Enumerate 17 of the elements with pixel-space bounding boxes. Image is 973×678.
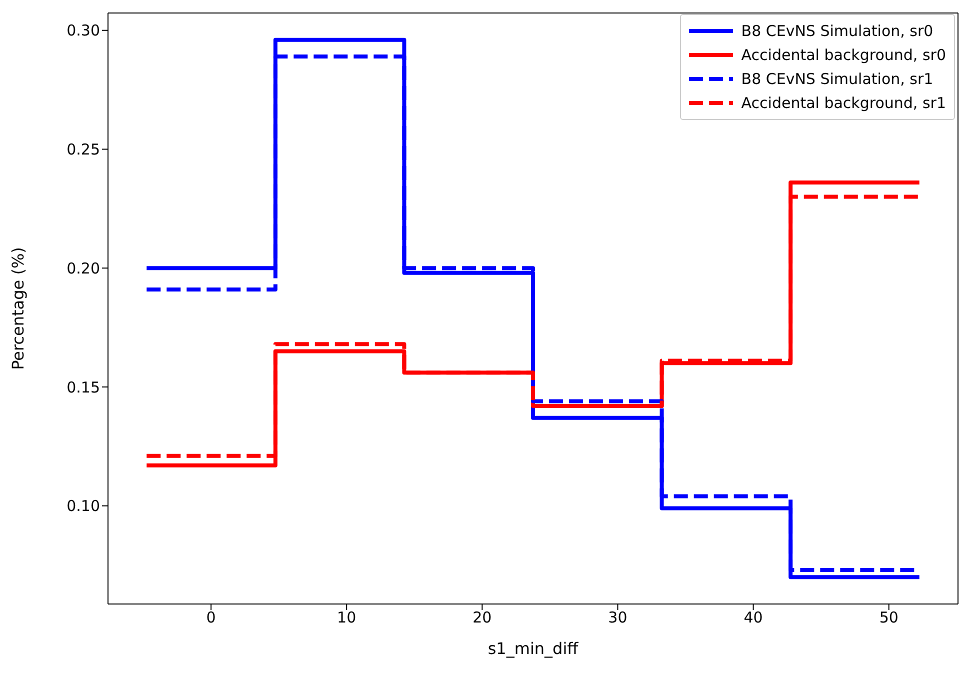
- x-tick-label: 20: [472, 608, 492, 627]
- x-tick-label: 50: [879, 608, 898, 627]
- x-axis-title: s1_min_diff: [488, 639, 580, 658]
- y-tick-label: 0.30: [66, 22, 100, 40]
- x-tick-label: 30: [608, 608, 628, 627]
- y-tick-label: 0.25: [66, 140, 100, 159]
- x-tick-label: 0: [206, 608, 216, 627]
- y-tick-label: 0.20: [66, 259, 100, 278]
- x-tick-label: 40: [744, 608, 763, 627]
- legend-label: Accidental background, sr1: [741, 94, 946, 112]
- y-axis-title: Percentage (%): [8, 247, 28, 370]
- legend-label: B8 CEvNS Simulation, sr1: [741, 70, 934, 88]
- legend-label: Accidental background, sr0: [741, 46, 946, 64]
- y-tick-label: 0.15: [66, 378, 100, 396]
- x-tick-label: 10: [337, 608, 356, 627]
- legend-label: B8 CEvNS Simulation, sr0: [741, 22, 934, 40]
- y-tick-label: 0.10: [66, 497, 100, 516]
